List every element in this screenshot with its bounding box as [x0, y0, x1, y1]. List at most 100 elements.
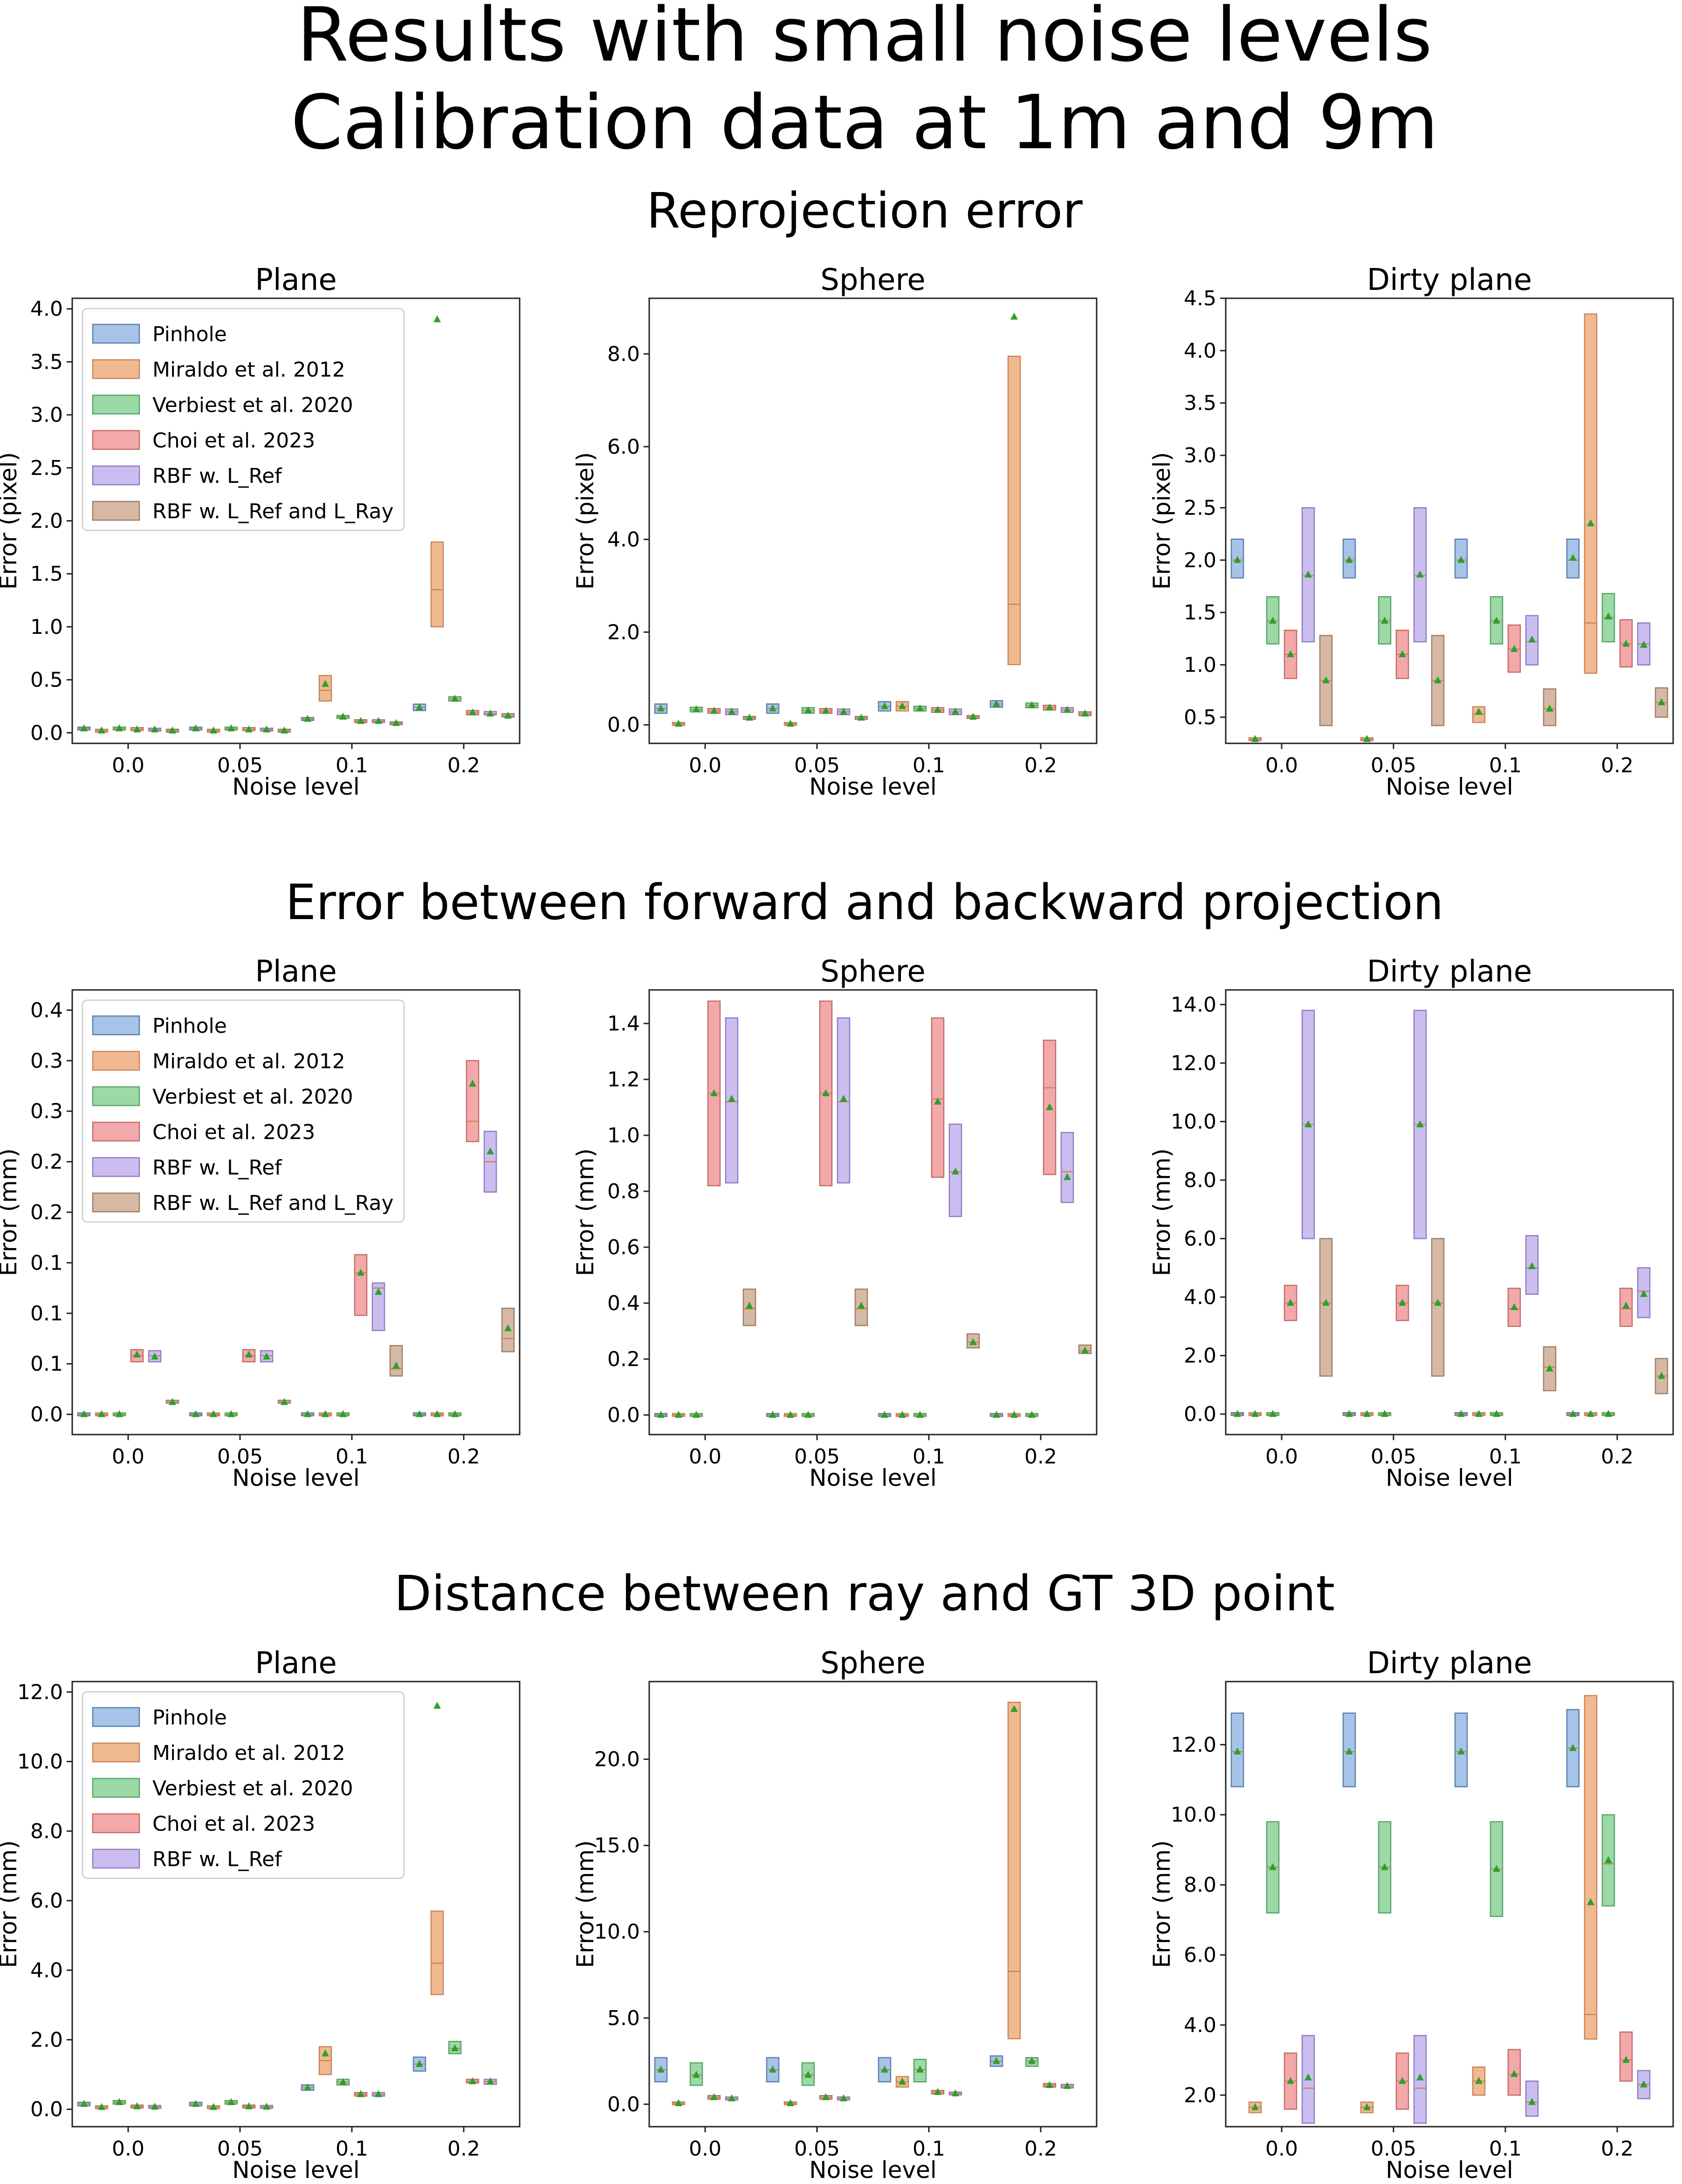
mean-marker	[151, 1353, 158, 1360]
mean-marker	[1569, 1410, 1577, 1417]
mean-marker	[116, 2098, 123, 2105]
mean-marker	[881, 702, 888, 709]
mean-marker	[1416, 2073, 1424, 2081]
box	[466, 1060, 480, 1142]
legend-label: RBF w. L_Ref	[152, 1156, 282, 1180]
mean-marker	[133, 2102, 141, 2109]
mean-marker	[1510, 2070, 1518, 2077]
mean-marker	[1475, 2077, 1483, 2084]
axes-frame	[648, 297, 1098, 744]
mean-marker	[952, 1168, 959, 1174]
mean-marker	[1528, 1262, 1536, 1270]
axes-frame	[1225, 297, 1674, 744]
mean-marker	[504, 711, 512, 719]
y-tick-label: 2.5	[30, 456, 63, 480]
y-tick-label: 4.0	[30, 297, 63, 321]
mean-marker	[80, 1410, 88, 1417]
mean-marker	[469, 1079, 476, 1087]
mean-marker	[1399, 2077, 1406, 2084]
x-tick-label: 0.2	[447, 2137, 480, 2161]
x-tick-label: 0.05	[794, 1445, 840, 1469]
mean-marker	[1363, 1410, 1371, 1417]
y-tick-label: 15.0	[594, 1834, 640, 1858]
legend-swatch	[92, 359, 140, 379]
mean-marker	[1010, 1411, 1018, 1418]
legend-swatch	[92, 1848, 140, 1869]
legend-label: Miraldo et al. 2012	[152, 358, 345, 382]
x-tick-label: 0.2	[1024, 2137, 1057, 2161]
mean-marker	[357, 2090, 364, 2097]
y-tick-label: 0.0	[607, 2093, 640, 2116]
mean-marker	[1269, 1863, 1277, 1870]
x-tick-label: 0.1	[336, 754, 368, 777]
y-tick-label: 4.0	[30, 1958, 63, 1982]
mean-marker	[1046, 703, 1053, 711]
mean-marker	[787, 1411, 794, 1418]
mean-marker	[1587, 519, 1594, 527]
x-tick-label: 0.0	[112, 754, 144, 777]
x-tick-label: 0.05	[217, 754, 263, 777]
mean-marker	[245, 725, 253, 733]
mean-marker	[1064, 2082, 1071, 2089]
y-tick-label: 4.5	[1184, 287, 1216, 310]
mean-marker	[339, 713, 347, 720]
legend-swatch	[92, 1742, 140, 1763]
y-tick-label: 0.8	[607, 1180, 640, 1203]
mean-marker	[993, 700, 1000, 707]
box	[1007, 1702, 1021, 2040]
box	[1230, 538, 1244, 579]
mean-marker	[899, 702, 906, 709]
mean-marker	[169, 726, 176, 734]
mean-marker	[375, 717, 382, 724]
y-tick-label: 0.4	[607, 1291, 640, 1315]
x-tick-label: 0.2	[1024, 754, 1057, 777]
mean-marker	[304, 2083, 311, 2091]
mean-marker	[1587, 1410, 1594, 1417]
chart-panel: Sphere 0.0 0.2 0.4 0.6 0.8 1.0 1.2 1.4 0.0 0.05 0.1…	[572, 955, 1098, 1491]
chart-panel: Sphere 0.0 2.0 4.0 6.0 8.0 0.0 0.05 0.1 0.2 Noise …	[572, 263, 1098, 800]
mean-marker	[1640, 1290, 1648, 1297]
mean-marker	[263, 2102, 270, 2110]
mean-marker	[728, 707, 735, 715]
section-title-forward-backward: Error between forward and backward proje…	[285, 874, 1443, 931]
mean-marker	[1251, 735, 1259, 742]
mean-marker	[1493, 1865, 1500, 1872]
mean-marker	[416, 2060, 423, 2067]
y-tick-label: 0.2	[607, 1347, 640, 1371]
y-tick-label: 4.0	[1184, 1285, 1216, 1309]
mean-marker	[1010, 312, 1018, 320]
mean-marker	[916, 2065, 924, 2073]
mean-marker	[881, 1411, 888, 1418]
mean-marker	[1346, 1410, 1353, 1417]
legend-swatch	[92, 1813, 140, 1834]
mean-marker	[227, 1410, 235, 1417]
mean-marker	[1028, 1411, 1036, 1418]
mean-marker	[993, 2057, 1000, 2064]
legend-swatch	[92, 1121, 140, 1142]
y-tick-label: 4.0	[1184, 339, 1216, 363]
mean-marker	[1416, 1120, 1424, 1127]
mean-marker	[227, 2098, 235, 2105]
mean-marker	[210, 1410, 217, 1417]
mean-marker	[245, 1350, 253, 1358]
x-axis-label: Noise level	[1386, 1464, 1513, 1491]
x-axis-label: Noise level	[1386, 2157, 1513, 2184]
axes-frame	[1225, 989, 1674, 1435]
legend: Pinhole Miraldo et al. 2012 Verbiest et al…	[82, 308, 405, 531]
legend-swatch	[92, 465, 140, 486]
box-group	[654, 1702, 1074, 2107]
y-tick-label: 0.1	[30, 1352, 63, 1376]
mean-marker	[98, 2103, 105, 2110]
mean-marker	[1416, 570, 1424, 578]
mean-marker	[804, 2070, 812, 2078]
panels: Plane 0.0 0.5 1.0 1.5 2.0 2.5 3.0 3.5 4.0 0.0 0.05 0…	[0, 263, 1674, 2184]
x-axis-label: Noise level	[809, 773, 937, 800]
mean-marker	[710, 1089, 718, 1096]
y-tick-label: 3.0	[1184, 444, 1216, 467]
x-tick-label: 0.0	[689, 2137, 721, 2161]
chart-panel: Plane 0.0 0.1 0.1 0.1 0.2 0.2 0.3 0.3 0.4 0.0 0.05 0…	[0, 955, 521, 1491]
mean-marker	[1234, 1410, 1241, 1417]
mean-marker	[339, 2078, 347, 2085]
y-tick-label: 6.0	[30, 1889, 63, 1913]
y-tick-label: 0.4	[30, 998, 63, 1022]
